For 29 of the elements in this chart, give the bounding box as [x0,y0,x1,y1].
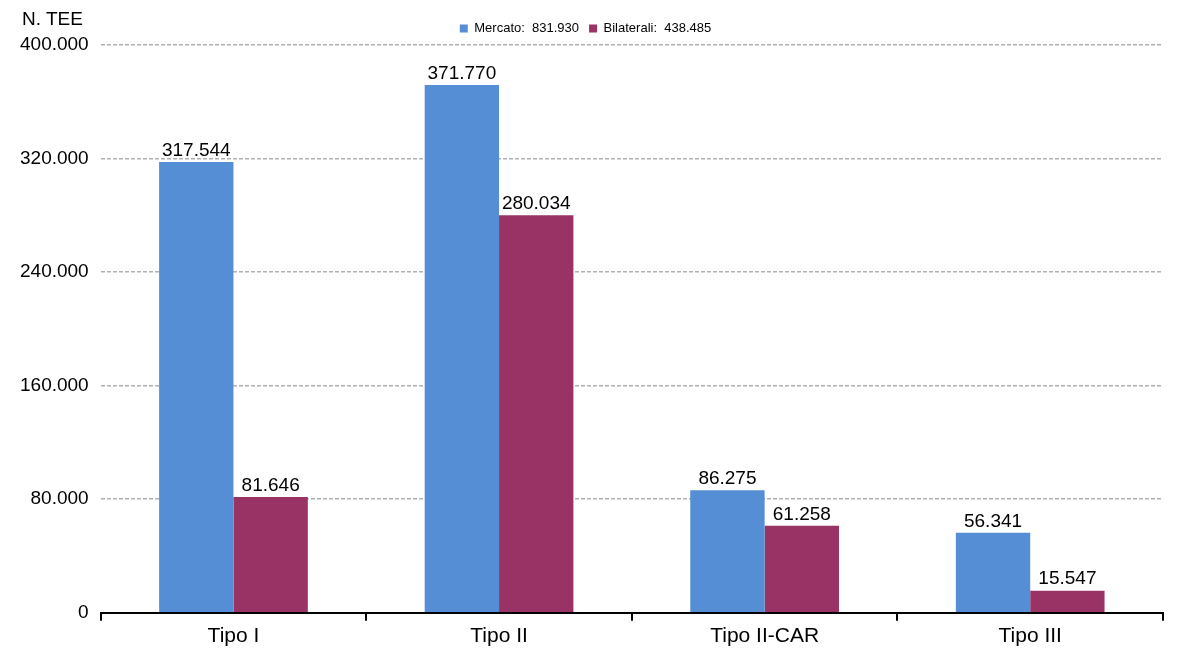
data-label: 371.770 [427,61,497,83]
y-axis-title: N. TEE [22,7,83,29]
bar [690,490,765,613]
x-tick-label: Tipo II-CAR [710,623,820,647]
y-tick-label: 160.000 [19,373,89,395]
data-label: 86.275 [698,467,757,489]
bar [1030,590,1105,613]
y-tick-label: 320.000 [19,146,89,168]
data-label: 56.341 [963,509,1023,531]
y-tick-label: 0 [78,601,89,623]
bar [764,525,839,613]
y-tick-label: 240.000 [19,260,89,282]
data-label: 15.547 [1038,567,1097,589]
x-tick-label: Tipo II [470,623,528,647]
y-tick-label: 80.000 [30,487,89,509]
x-tick-label: Tipo I [207,623,260,647]
legend-label: Bilaterali: 438.485 [603,20,712,36]
bar [159,162,234,613]
y-tick-label: 400.000 [19,33,89,55]
x-tick-label: Tipo III [998,623,1062,647]
legend-label: Mercato: 831.930 [474,20,580,36]
bar [233,496,308,613]
data-label: 81.646 [241,473,300,495]
bar [955,532,1031,613]
data-label: 317.544 [161,138,232,160]
bar [499,215,574,613]
data-label: 280.034 [501,192,571,214]
bar [424,85,500,613]
data-label: 61.258 [772,502,831,524]
